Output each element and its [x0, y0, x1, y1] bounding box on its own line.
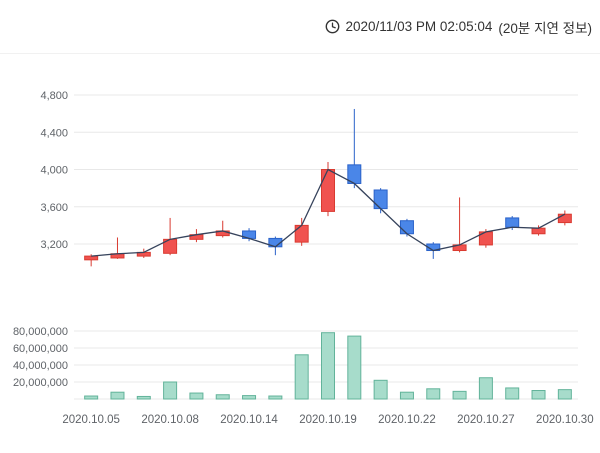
- volume-bar: [268, 395, 283, 400]
- volume-axis-label: 60,000,000: [13, 343, 68, 355]
- x-axis-label: 2020.10.19: [299, 414, 357, 426]
- clock-icon: [325, 19, 340, 34]
- x-axis-label: 2020.10.22: [378, 414, 436, 426]
- volume-bar: [163, 381, 178, 400]
- volume-axis-label: 40,000,000: [13, 360, 68, 372]
- candle-body: [294, 224, 309, 243]
- x-axis-label: 2020.10.14: [220, 414, 278, 426]
- x-axis-labels: 2020.10.05 2020.10.08 2020.10.14 2020.10.19…: [62, 414, 593, 426]
- header: 2020/11/03 PM 02:05:04 (20분 지연 정보): [0, 0, 600, 54]
- volume-bar: [426, 388, 441, 400]
- gridlines: 4,800 4,400 4,000 3,600 3,200 80,000,000 60,00…: [13, 90, 578, 400]
- price-axis-label: 3,600: [40, 202, 68, 214]
- price-axis-label: 4,000: [40, 165, 68, 177]
- volume-bar: [557, 389, 572, 400]
- volume-bar: [84, 395, 99, 400]
- volume-bar: [215, 394, 230, 400]
- volume-bar: [452, 390, 467, 400]
- volume-axis-label: 20,000,000: [13, 377, 68, 389]
- volume-bar: [242, 395, 257, 400]
- candle-body: [505, 217, 520, 228]
- candle-body: [399, 220, 414, 235]
- volume-bar: [294, 354, 309, 400]
- x-axis-label: 2020.10.08: [141, 414, 199, 426]
- volume-bar: [189, 392, 204, 400]
- delay-note: (20분 지연 정보): [498, 20, 592, 36]
- price-axis-label: 4,400: [40, 127, 68, 139]
- volume-bar: [478, 377, 493, 400]
- candle-body: [531, 227, 546, 235]
- candle-body: [84, 255, 99, 261]
- stock-chart: 4,800 4,400 4,000 3,600 3,200 80,000,000 60,00…: [0, 54, 600, 448]
- candle-body: [373, 189, 388, 210]
- volume-bar: [373, 379, 388, 400]
- volume-bar: [136, 395, 151, 400]
- volume-bar: [347, 335, 362, 400]
- close-line: [91, 168, 566, 257]
- timestamp: 2020/11/03 PM 02:05:04: [345, 19, 493, 34]
- x-axis-label: 2020.10.30: [536, 414, 594, 426]
- volume-bars: [84, 332, 572, 400]
- x-axis-label: 2020.10.27: [457, 414, 515, 426]
- price-axis-label: 3,200: [40, 239, 68, 251]
- stock-chart-svg: 4,800 4,400 4,000 3,600 3,200 80,000,000 60,00…: [13, 90, 594, 426]
- price-axis-label: 4,800: [40, 90, 68, 102]
- volume-bar: [321, 332, 335, 400]
- volume-bar: [399, 391, 414, 400]
- volume-axis-label: 80,000,000: [13, 326, 68, 338]
- x-axis-label: 2020.10.05: [62, 414, 120, 426]
- volume-bar: [505, 387, 520, 400]
- volume-bar: [531, 390, 546, 400]
- candle-body: [557, 213, 572, 224]
- candle-body: [321, 169, 335, 212]
- volume-bar: [110, 391, 125, 400]
